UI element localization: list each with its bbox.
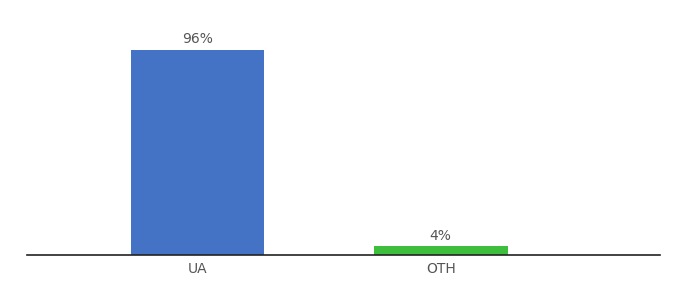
Text: 96%: 96%	[182, 32, 213, 46]
Bar	[374, 246, 507, 255]
Bar	[131, 50, 265, 255]
Text: 4%: 4%	[430, 229, 452, 243]
